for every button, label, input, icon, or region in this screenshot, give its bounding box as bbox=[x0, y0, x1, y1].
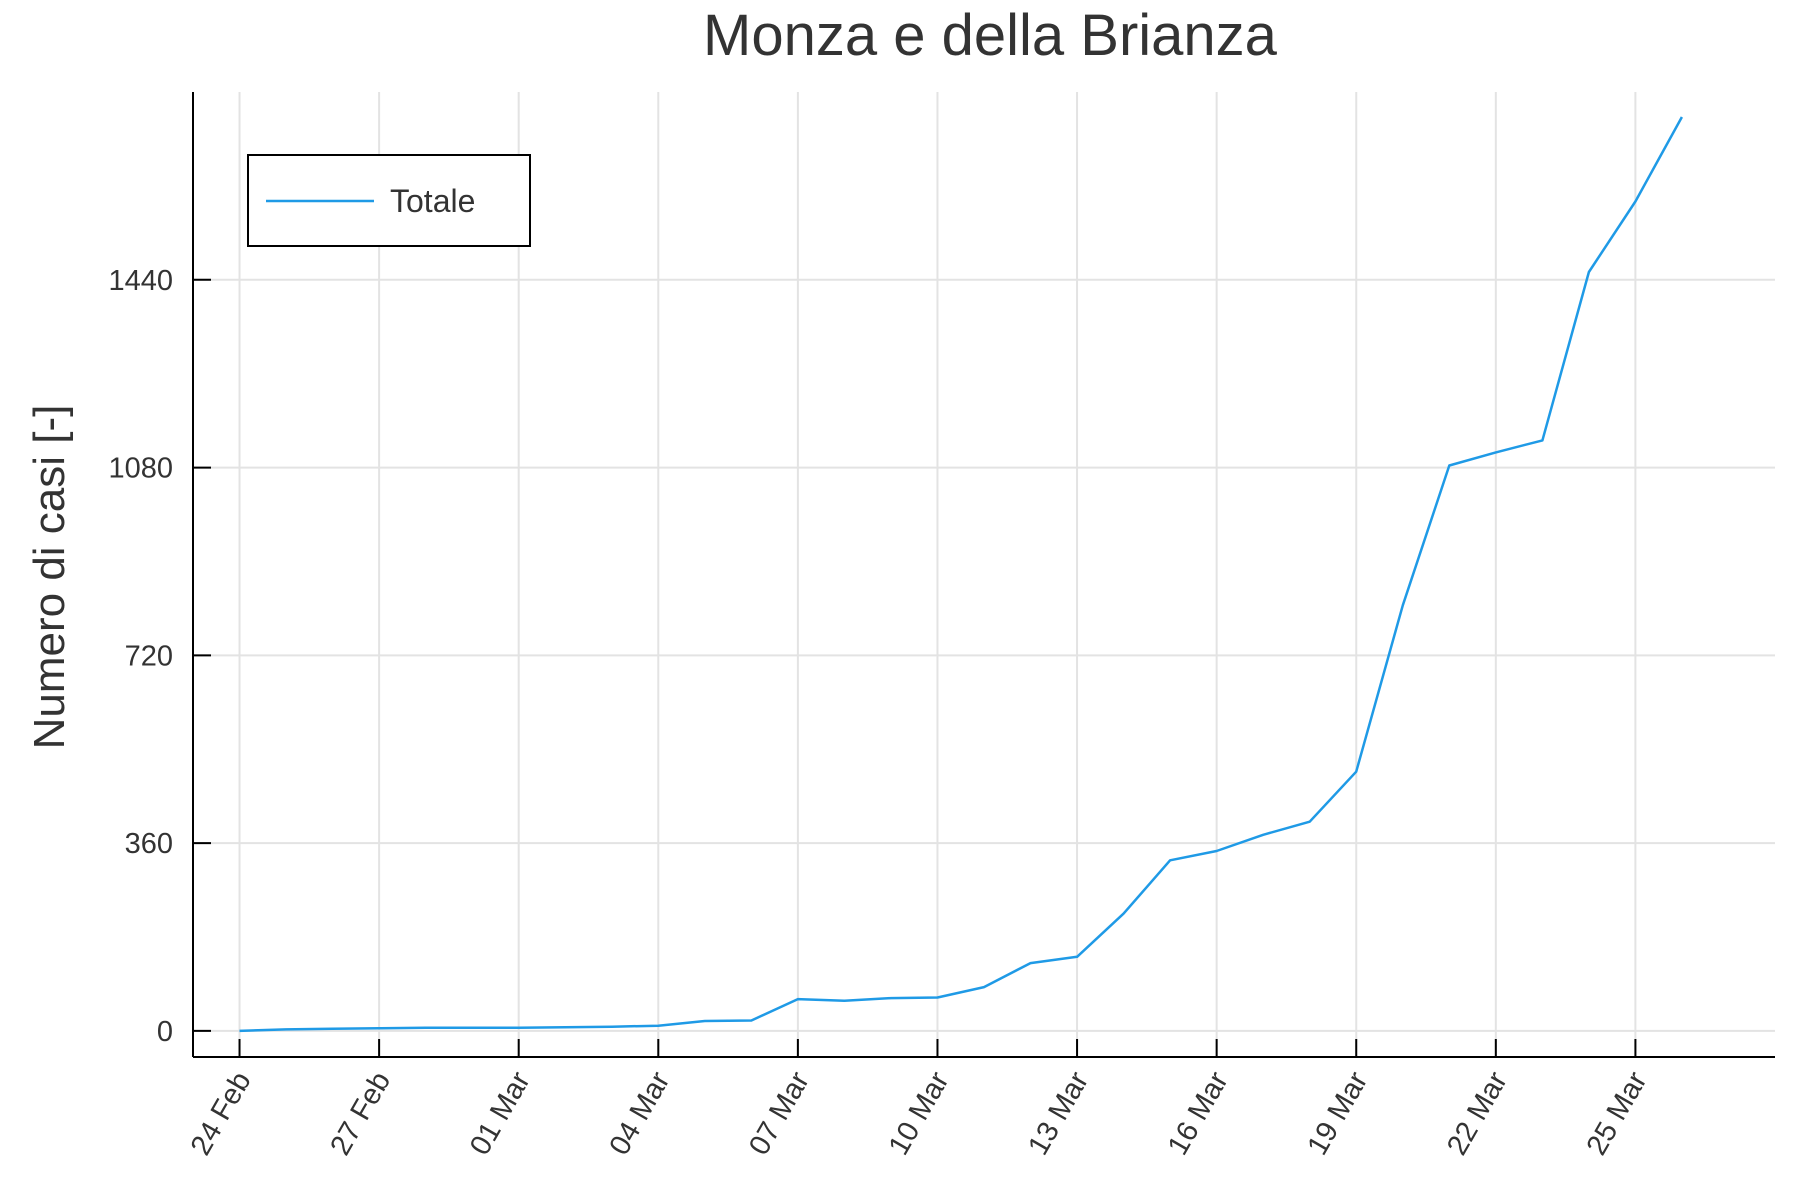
x-tick-label: 07 Mar bbox=[743, 1066, 816, 1160]
x-tick-label: 24 Feb bbox=[185, 1067, 258, 1161]
legend-label-totale: Totale bbox=[390, 183, 475, 219]
y-tick-label: 1080 bbox=[108, 453, 173, 485]
y-tick-label: 1440 bbox=[108, 265, 173, 297]
chart-title: Monza e della Brianza bbox=[703, 3, 1278, 68]
x-gridlines bbox=[238, 92, 1637, 1057]
y-axis-label: Numero di casi [-] bbox=[25, 405, 74, 750]
x-tick-label: 01 Mar bbox=[464, 1066, 537, 1160]
y-ticks: 0 360 720 1080 1440 bbox=[108, 265, 211, 1048]
x-tick-label: 27 Feb bbox=[324, 1067, 397, 1161]
x-tick-label: 16 Mar bbox=[1162, 1066, 1235, 1160]
x-tick-label: 22 Mar bbox=[1441, 1066, 1514, 1160]
legend: Totale bbox=[247, 154, 531, 247]
x-tick-label: 13 Mar bbox=[1022, 1066, 1095, 1160]
x-tick-label: 19 Mar bbox=[1301, 1066, 1374, 1160]
x-tick-label: 10 Mar bbox=[883, 1066, 956, 1160]
y-tick-label: 0 bbox=[157, 1016, 173, 1048]
x-tick-label: 04 Mar bbox=[604, 1066, 677, 1160]
y-gridlines bbox=[193, 278, 1775, 1032]
series-line-totale bbox=[239, 116, 1683, 1033]
x-tick-label: 25 Mar bbox=[1581, 1066, 1654, 1160]
y-tick-label: 360 bbox=[125, 828, 173, 860]
y-tick-label: 720 bbox=[125, 640, 173, 672]
legend-box bbox=[247, 154, 531, 247]
